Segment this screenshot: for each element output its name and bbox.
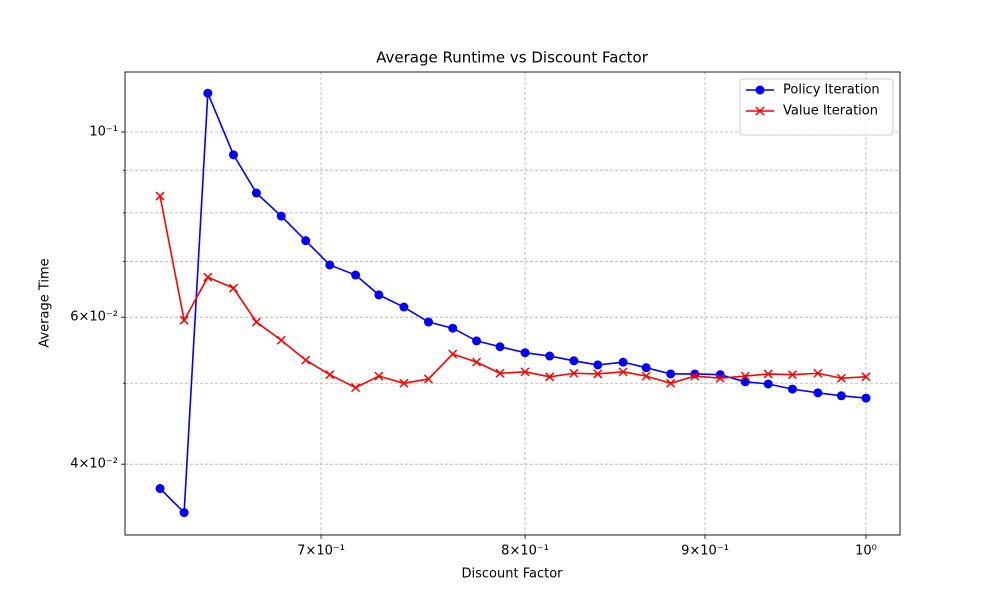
marker xyxy=(251,188,261,198)
marker xyxy=(861,393,871,403)
marker xyxy=(351,383,361,393)
marker xyxy=(641,371,651,381)
marker xyxy=(545,372,555,382)
legend: Policy Iteration Value Iteration xyxy=(739,78,894,136)
x-tick-label: 7×10⁻¹ xyxy=(297,544,345,559)
marker xyxy=(325,260,335,270)
marker xyxy=(399,302,409,312)
marker xyxy=(836,373,846,383)
marker xyxy=(179,315,189,325)
marker xyxy=(569,368,579,378)
marker xyxy=(228,150,238,160)
x-tick-label: 8×10⁻¹ xyxy=(501,544,549,559)
marker xyxy=(325,370,335,380)
marker xyxy=(472,357,482,367)
marker xyxy=(179,508,189,518)
marker xyxy=(203,88,213,98)
marker xyxy=(495,342,505,352)
marker xyxy=(787,384,797,394)
marker xyxy=(545,351,555,361)
marker xyxy=(351,270,361,280)
y-axis-label: Average Time xyxy=(38,258,53,347)
marker xyxy=(301,236,311,246)
marker xyxy=(374,371,384,381)
legend-marker xyxy=(755,106,765,116)
marker xyxy=(448,349,458,359)
marker xyxy=(666,369,676,379)
marker xyxy=(740,377,750,387)
marker xyxy=(690,371,700,381)
marker xyxy=(424,317,434,327)
marker xyxy=(618,357,628,367)
marker xyxy=(666,378,676,388)
y-tick-label: 4×10⁻² xyxy=(70,457,118,472)
marker xyxy=(301,355,311,365)
marker xyxy=(836,391,846,401)
series-line xyxy=(159,195,867,389)
marker xyxy=(251,317,261,327)
y-tick-label: 6×10⁻² xyxy=(70,310,118,325)
x-tick-label: 10⁰ xyxy=(855,544,877,559)
marker xyxy=(448,323,458,333)
marker xyxy=(203,272,213,282)
marker xyxy=(763,369,773,379)
x-axis-label: Discount Factor xyxy=(462,567,564,582)
marker xyxy=(155,484,165,494)
legend-box xyxy=(739,78,894,136)
marker xyxy=(228,283,238,293)
legend-label: Policy Iteration xyxy=(783,83,880,98)
marker xyxy=(495,368,505,378)
legend-marker xyxy=(755,85,765,95)
marker xyxy=(520,348,530,358)
marker xyxy=(787,370,797,380)
marker xyxy=(813,388,823,398)
series-line xyxy=(159,92,867,515)
marker xyxy=(276,335,286,345)
plot-frame xyxy=(124,71,901,536)
marker xyxy=(618,367,628,377)
legend-label: Value Iteration xyxy=(783,104,878,119)
marker xyxy=(715,373,725,383)
marker xyxy=(740,371,750,381)
marker xyxy=(763,379,773,389)
marker xyxy=(155,191,165,201)
marker xyxy=(569,356,579,366)
marker xyxy=(423,374,434,384)
marker xyxy=(276,211,286,221)
marker xyxy=(593,360,603,370)
marker xyxy=(641,363,651,373)
marker xyxy=(374,290,384,300)
marker xyxy=(399,378,409,388)
marker xyxy=(472,336,482,346)
marker xyxy=(520,367,530,377)
marker xyxy=(861,372,871,382)
marker xyxy=(813,368,823,378)
chart-title: Average Runtime vs Discount Factor xyxy=(376,49,649,67)
marker xyxy=(593,369,603,379)
x-tick-label: 9×10⁻¹ xyxy=(681,544,729,559)
y-tick-label: 10⁻¹ xyxy=(89,125,118,140)
